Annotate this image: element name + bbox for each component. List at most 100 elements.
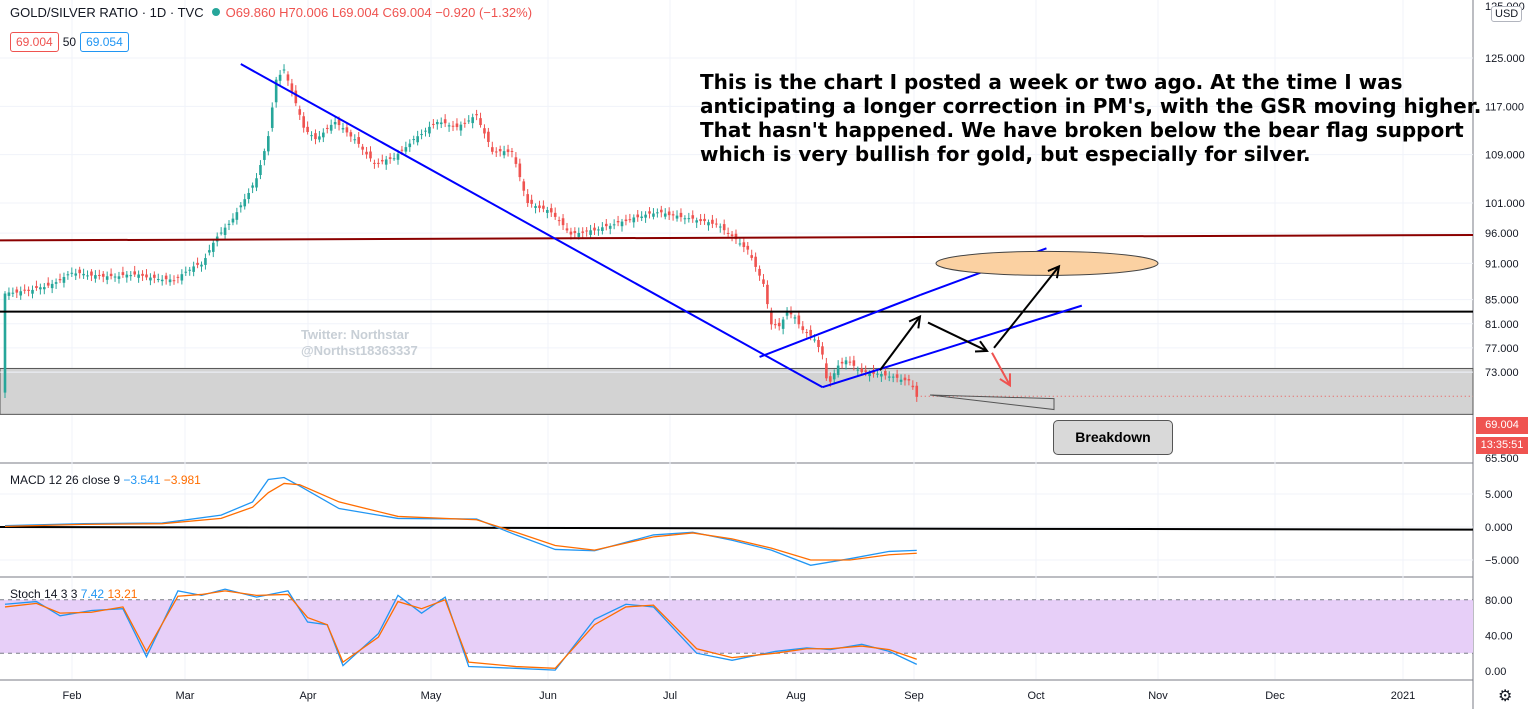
candle-body bbox=[773, 324, 777, 326]
candle-body bbox=[534, 206, 537, 208]
candle-body bbox=[730, 234, 734, 236]
candle-body bbox=[94, 275, 97, 279]
candle-body bbox=[290, 83, 294, 92]
price-tick-label: 125.000 bbox=[1485, 53, 1525, 65]
time-tick-label: Mar bbox=[176, 690, 195, 702]
candle-body bbox=[412, 139, 416, 141]
candle-body bbox=[373, 162, 376, 164]
candle-body bbox=[821, 346, 824, 355]
candle-body bbox=[895, 374, 899, 378]
candle-body bbox=[868, 372, 871, 377]
candle-body bbox=[777, 322, 781, 327]
candle-body bbox=[98, 274, 101, 276]
candle-body bbox=[699, 219, 702, 222]
arrow-up bbox=[879, 315, 921, 371]
price-tick-label: 73.000 bbox=[1485, 367, 1519, 379]
candle-body bbox=[530, 199, 533, 204]
price-tick-label: 101.000 bbox=[1485, 198, 1525, 210]
macd-tick-label: 5.000 bbox=[1485, 489, 1513, 501]
candle-body bbox=[377, 162, 380, 164]
macd-zero-line bbox=[0, 526, 1474, 531]
candle-body bbox=[715, 223, 718, 225]
candle-body bbox=[400, 149, 404, 151]
candle-body bbox=[243, 199, 247, 207]
candle-body bbox=[624, 219, 628, 222]
ma-value-box[interactable]: 69.054 bbox=[80, 32, 129, 52]
candle-body bbox=[436, 122, 439, 125]
symbol-title[interactable]: GOLD/SILVER RATIO · 1D · TVC bbox=[10, 5, 204, 20]
candle-body bbox=[703, 218, 706, 222]
candle-body bbox=[227, 223, 231, 225]
candle-body bbox=[153, 274, 156, 278]
candle-body bbox=[691, 215, 695, 219]
time-tick-label: May bbox=[421, 690, 442, 702]
currency-button[interactable]: USD bbox=[1491, 6, 1523, 22]
candle-body bbox=[325, 127, 329, 129]
candle-body bbox=[459, 124, 463, 131]
candle-body bbox=[50, 283, 54, 289]
candle-body bbox=[494, 151, 498, 153]
candle-body bbox=[471, 117, 474, 124]
candle-body bbox=[137, 274, 140, 278]
candle-body bbox=[101, 273, 105, 277]
candle-body bbox=[675, 215, 679, 219]
candle-body bbox=[70, 272, 74, 274]
candle-body bbox=[825, 363, 828, 379]
candle-body bbox=[612, 224, 616, 226]
price-value-box[interactable]: 69.004 bbox=[10, 32, 59, 52]
candle-body bbox=[660, 209, 663, 213]
candle-body bbox=[860, 368, 864, 373]
candle-body bbox=[78, 269, 81, 274]
candle-body bbox=[294, 90, 298, 104]
candle-body bbox=[829, 376, 832, 382]
candle-body bbox=[23, 289, 26, 291]
settings-gear-icon[interactable]: ⚙ bbox=[1498, 688, 1513, 705]
price-tick-label: 77.000 bbox=[1485, 343, 1519, 355]
candle-body bbox=[487, 131, 490, 142]
candle-body bbox=[66, 274, 70, 276]
candle-body bbox=[149, 277, 152, 281]
time-tick-label: Feb bbox=[63, 690, 82, 702]
candle-body bbox=[467, 120, 471, 122]
price-tick-label: 65.500 bbox=[1485, 453, 1519, 465]
annotation-text[interactable]: This is the chart I posted a week or two… bbox=[700, 70, 1482, 166]
candle-body bbox=[884, 370, 887, 376]
candle-body bbox=[345, 127, 349, 133]
breakdown-callout[interactable]: Breakdown bbox=[1053, 420, 1173, 455]
stoch-name[interactable]: Stoch 14 3 3 bbox=[10, 587, 78, 601]
arrow-down-head bbox=[974, 340, 989, 353]
candle-body bbox=[353, 139, 357, 141]
candle-body bbox=[813, 339, 816, 341]
candle-body bbox=[365, 151, 368, 155]
support-zone bbox=[0, 367, 1474, 415]
candle-body bbox=[180, 274, 184, 281]
candle-body bbox=[581, 231, 585, 233]
candle-body bbox=[420, 134, 423, 136]
candle-body bbox=[164, 275, 168, 280]
candle-body bbox=[750, 255, 753, 258]
candle-body bbox=[667, 211, 671, 216]
candle-body bbox=[565, 228, 569, 231]
candle-body bbox=[640, 216, 643, 218]
candle-body bbox=[160, 279, 164, 282]
candle-body bbox=[384, 159, 388, 165]
candle-body bbox=[781, 319, 785, 329]
arrow-target bbox=[993, 265, 1060, 349]
macd-line bbox=[4, 476, 917, 566]
macd-legend: MACD 12 26 close 9 −3.541 −3.981 bbox=[10, 473, 201, 487]
candle-body bbox=[428, 126, 431, 134]
candles bbox=[3, 64, 919, 402]
candle-body bbox=[746, 245, 750, 250]
candle-body bbox=[117, 276, 121, 279]
watermark-line1: Twitter: Northstar bbox=[301, 327, 410, 342]
candle-body bbox=[349, 132, 353, 137]
candle-body bbox=[514, 157, 518, 164]
macd-name[interactable]: MACD 12 26 close 9 bbox=[10, 473, 121, 487]
candle-body bbox=[310, 135, 313, 137]
arrow-breakdown-head bbox=[999, 373, 1012, 388]
candle-body bbox=[770, 310, 773, 325]
candle-body bbox=[632, 217, 636, 223]
candle-body bbox=[35, 286, 38, 289]
stoch-k-value: 7.42 bbox=[80, 587, 105, 601]
